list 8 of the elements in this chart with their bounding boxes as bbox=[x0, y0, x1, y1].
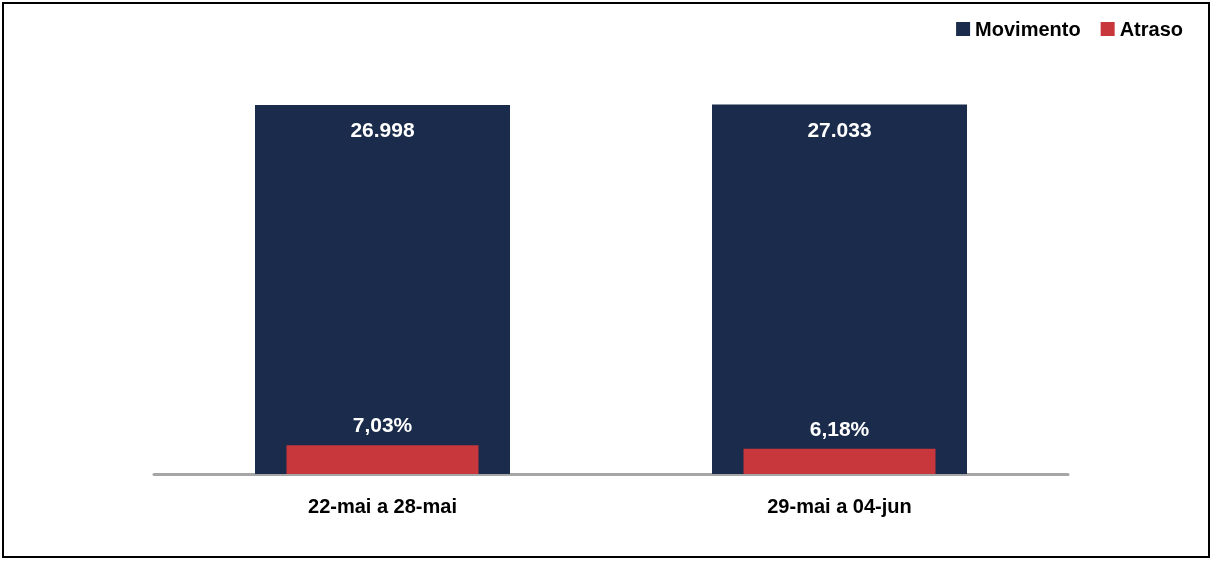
data-label: 6,18% bbox=[809, 416, 870, 440]
data-label: 27.033 bbox=[807, 117, 872, 141]
x-tick-label: 22-mai a 28-mai bbox=[308, 495, 457, 517]
legend-label: Movimento bbox=[975, 18, 1081, 40]
data-label: 26.998 bbox=[350, 118, 415, 142]
legend-label: Atraso bbox=[1119, 18, 1184, 40]
data-label: 7,03% bbox=[352, 413, 413, 437]
x-tick-label: 29-mai a 04-jun bbox=[767, 495, 912, 517]
